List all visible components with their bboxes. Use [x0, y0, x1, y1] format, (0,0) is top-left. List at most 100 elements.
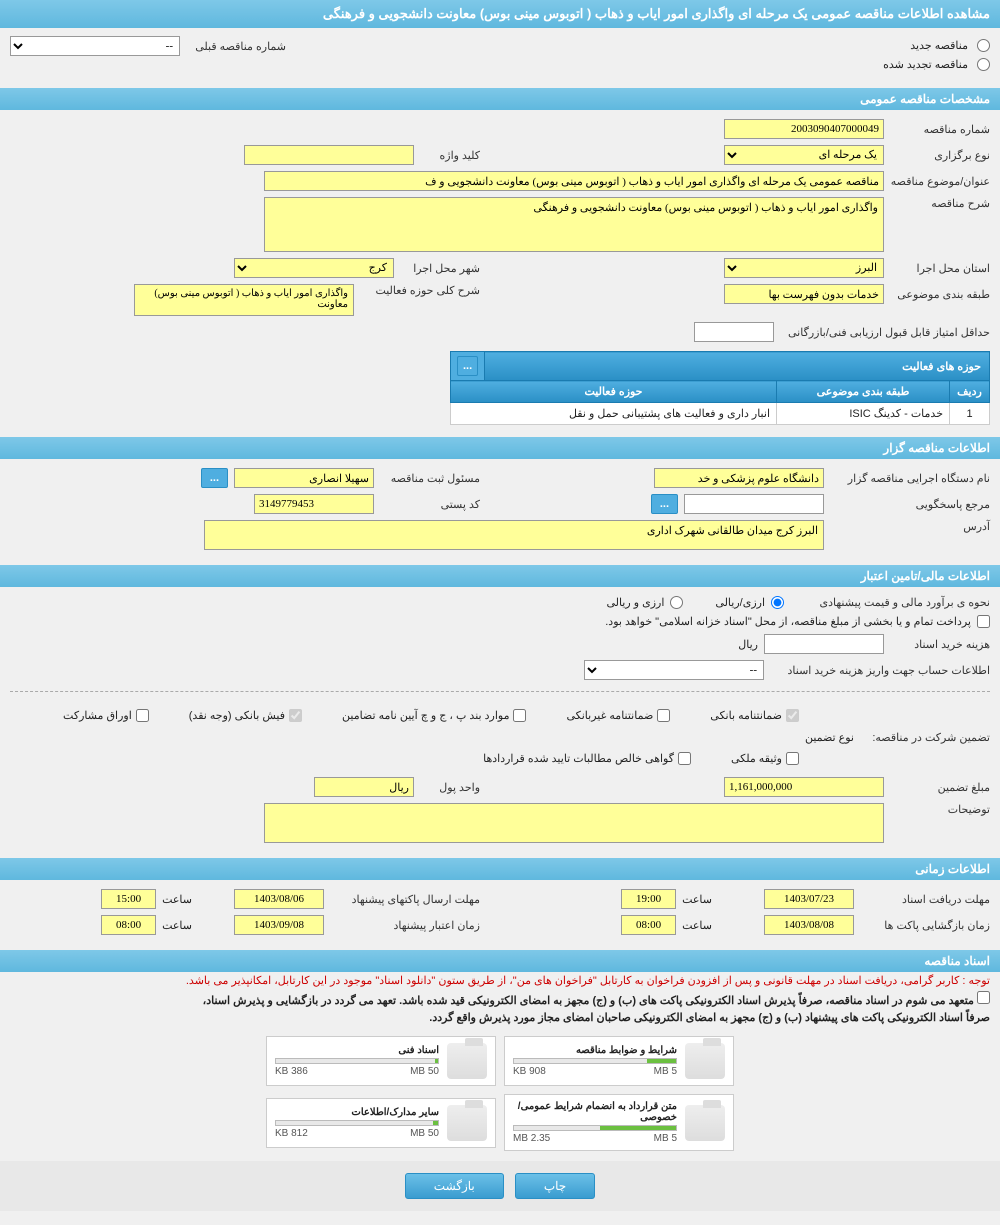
tender-mode-panel: مناقصه جدید مناقصه تجدید شده شماره مناقص… [0, 28, 1000, 82]
org-responsible-browse-button[interactable]: ... [201, 468, 228, 488]
g5-checkbox[interactable] [136, 709, 149, 722]
col-category: طبقه بندی موضوعی [777, 381, 950, 403]
doc-cost-field[interactable] [764, 634, 884, 654]
doc-card[interactable]: متن قرارداد به انضمام شرایط عمومی/خصوصی 5… [504, 1094, 734, 1151]
doc-used: 812 KB [275, 1128, 308, 1139]
scope-label: شرح کلی حوزه فعالیت [360, 284, 480, 297]
doc-card[interactable]: اسناد فنی50 MB386 KB [266, 1036, 496, 1086]
receive-time[interactable] [621, 889, 676, 909]
unit-field[interactable] [314, 777, 414, 797]
est-label: نحوه ی برآورد مالی و قیمت پیشنهادی [790, 596, 990, 609]
guarantee-label: تضمین شرکت در مناقصه: [860, 731, 990, 744]
g3-checkbox[interactable] [513, 709, 526, 722]
doc-title: اسناد فنی [275, 1045, 439, 1056]
province-select[interactable]: البرز [724, 258, 884, 278]
section-organizer: اطلاعات مناقصه گزار [0, 437, 1000, 459]
renewed-tender-radio[interactable] [977, 58, 990, 71]
rial-label: ریال [738, 638, 758, 651]
category-field[interactable] [724, 284, 884, 304]
notes-field[interactable] [264, 803, 884, 843]
g7-checkbox[interactable] [678, 752, 691, 765]
g4-label: فیش بانکی (وجه نقد) [189, 709, 285, 722]
doc-cards: شرایط و ضوابط مناقصه 5 MB 908 KB اسناد فنی 5… [0, 1026, 1000, 1161]
new-tender-label: مناقصه جدید [910, 39, 968, 52]
province-label: استان محل اجرا [890, 262, 990, 275]
org-responsible-label: مسئول ثبت مناقصه [380, 472, 480, 485]
subject-field[interactable] [264, 171, 884, 191]
commitment-checkbox[interactable] [977, 991, 990, 1004]
doc-total: 50 MB [410, 1128, 439, 1139]
section-general: مشخصات مناقصه عمومی [0, 88, 1000, 110]
account-select[interactable]: -- [584, 660, 764, 680]
org-address-field[interactable]: البرز کرج میدان طالقانی شهرک اداری [204, 520, 824, 550]
col-field: حوزه فعالیت [451, 381, 777, 403]
both-radio[interactable] [670, 596, 683, 609]
footer-buttons: چاپ بازگشت [0, 1161, 1000, 1211]
doc-used: 908 KB [513, 1066, 546, 1077]
open-date[interactable] [764, 915, 854, 935]
cell-field: انبار داری و فعالیت های پشتیبانی حمل و ن… [451, 403, 777, 425]
doc-total: 5 MB [654, 1066, 677, 1077]
prev-tender-select[interactable]: -- [10, 36, 180, 56]
cell-category: خدمات - کدینگ ISIC [777, 403, 950, 425]
guarantee-type-label: نوع تضمین [805, 731, 854, 744]
tender-no-field[interactable] [724, 119, 884, 139]
type-select[interactable]: یک مرحله ای [724, 145, 884, 165]
doc-total: 50 MB [410, 1066, 439, 1077]
org-ref-field[interactable] [684, 494, 824, 514]
city-label: شهر محل اجرا [400, 262, 480, 275]
currency-radio[interactable] [771, 596, 784, 609]
open-time[interactable] [621, 915, 676, 935]
doc-note1: متعهد می شوم در اسناد مناقصه، صرفاً پذیر… [203, 995, 974, 1007]
org-ref-browse-button[interactable]: ... [651, 494, 678, 514]
cell-idx: 1 [950, 403, 990, 425]
valid-date[interactable] [234, 915, 324, 935]
activity-add-button[interactable]: ... [457, 356, 478, 376]
progress-bar [275, 1058, 439, 1064]
g4-checkbox[interactable] [289, 709, 302, 722]
open-label: زمان بازگشایی پاکت ها [860, 919, 990, 932]
g7-label: گواهی خالص مطالبات تایید شده قراردادها [483, 752, 674, 765]
org-postal-label: کد پستی [380, 498, 480, 511]
min-score-field[interactable] [694, 322, 774, 342]
g2-checkbox[interactable] [657, 709, 670, 722]
folder-icon [685, 1105, 725, 1141]
keyword-label: کلید واژه [420, 149, 480, 162]
g1-label: ضمانتنامه بانکی [710, 709, 782, 722]
folder-icon [447, 1105, 487, 1141]
send-date[interactable] [234, 889, 324, 909]
unit-label: واحد پول [420, 781, 480, 794]
doc-title: متن قرارداد به انضمام شرایط عمومی/خصوصی [513, 1101, 677, 1123]
progress-bar [513, 1125, 677, 1131]
new-tender-radio[interactable] [977, 39, 990, 52]
open-time-label: ساعت [682, 919, 712, 932]
g5-label: اوراق مشارکت [63, 709, 132, 722]
min-score-label: حداقل امتیاز قابل قبول ارزیابی فنی/بازرگ… [780, 326, 990, 339]
print-button[interactable]: چاپ [515, 1173, 595, 1199]
city-select[interactable]: کرج [234, 258, 394, 278]
g1-checkbox[interactable] [786, 709, 799, 722]
valid-time[interactable] [101, 915, 156, 935]
scope-field[interactable]: واگذاری امور ایاب و ذهاب ( اتوبوس مینی ب… [134, 284, 354, 316]
keyword-field[interactable] [244, 145, 414, 165]
org-postal-field[interactable] [254, 494, 374, 514]
g6-checkbox[interactable] [786, 752, 799, 765]
back-button[interactable]: بازگشت [405, 1173, 504, 1199]
desc-field[interactable]: واگذاری امور ایاب و ذهاب ( اتوبوس مینی ب… [264, 197, 884, 252]
send-time[interactable] [101, 889, 156, 909]
doc-total: 5 MB [654, 1133, 677, 1144]
doc-card[interactable]: شرایط و ضوابط مناقصه 5 MB 908 KB [504, 1036, 734, 1086]
g6-label: وثیقه ملکی [731, 752, 782, 765]
activity-table-title: حوزه های فعالیت [485, 352, 990, 381]
payment-checkbox[interactable] [977, 615, 990, 628]
amount-field[interactable] [724, 777, 884, 797]
tender-no-label: شماره مناقصه [890, 123, 990, 136]
doc-card[interactable]: سایر مدارک/اطلاعات50 MB812 KB [266, 1098, 496, 1148]
folder-icon [447, 1043, 487, 1079]
org-responsible-field[interactable] [234, 468, 374, 488]
prev-tender-label: شماره مناقصه قبلی [186, 40, 286, 53]
progress-bar [513, 1058, 677, 1064]
receive-date[interactable] [764, 889, 854, 909]
org-name-field[interactable] [654, 468, 824, 488]
doc-title: شرایط و ضوابط مناقصه [513, 1045, 677, 1056]
